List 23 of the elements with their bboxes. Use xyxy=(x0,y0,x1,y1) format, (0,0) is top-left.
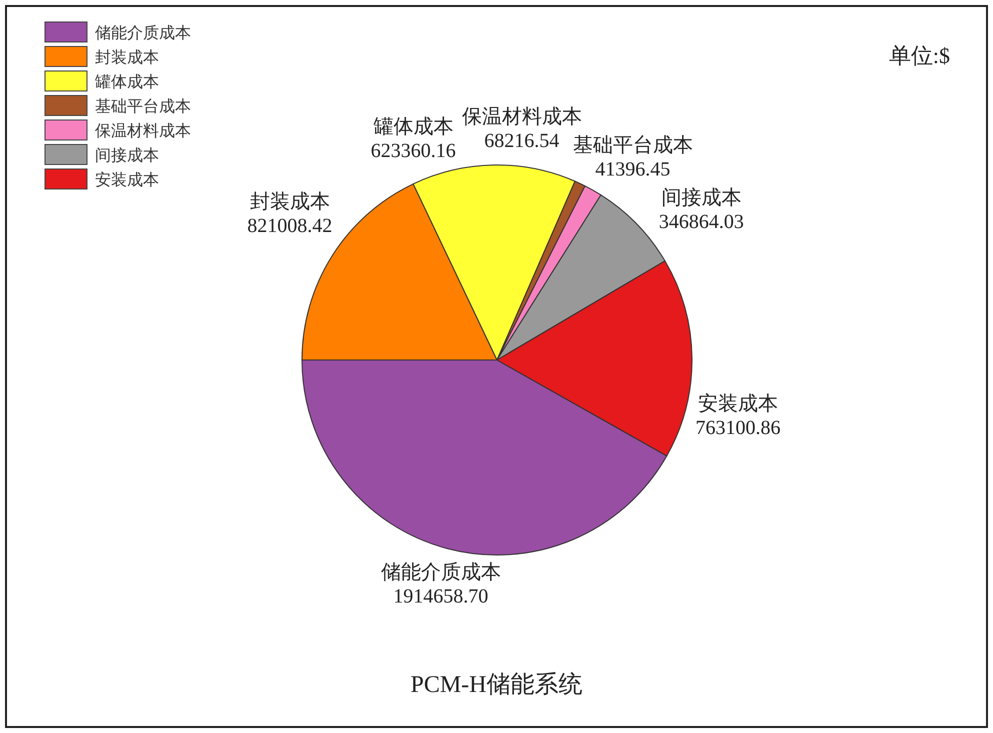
legend-label: 安装成本 xyxy=(95,171,159,189)
legend-label: 间接成本 xyxy=(95,146,159,164)
text: PCM-H储能系统 xyxy=(410,671,583,698)
slice-label: 安装成本 xyxy=(698,392,778,415)
data-label: 1914658.70 xyxy=(393,586,488,608)
legend-label: 储能介质成本 xyxy=(95,24,191,42)
slice-label: 基础平台成本 xyxy=(572,134,693,156)
slice-label: 储能介质成本 xyxy=(380,562,501,584)
category-label: 保温材料成本 xyxy=(462,106,582,128)
slice-label: 罐体成本 xyxy=(373,116,454,138)
legend-label: 封装成本 xyxy=(95,48,159,66)
slice-label: 间接成本 xyxy=(661,187,742,210)
data-label: 821008.42 xyxy=(247,214,332,237)
data-label: 68216.54 xyxy=(484,130,560,152)
text: 单位:$ xyxy=(888,43,950,68)
data-label: 763100.86 xyxy=(695,416,780,439)
data-label: 41396.45 xyxy=(595,158,670,180)
slice-label: 封装成本 xyxy=(250,190,330,213)
data-label: 623360.16 xyxy=(370,140,456,162)
data-label: 346864.03 xyxy=(658,211,744,234)
legend-label: 基础平台成本 xyxy=(95,98,191,116)
legend-label: 保温材料成本 xyxy=(95,122,191,140)
legend-label: 罐体成本 xyxy=(95,73,159,91)
